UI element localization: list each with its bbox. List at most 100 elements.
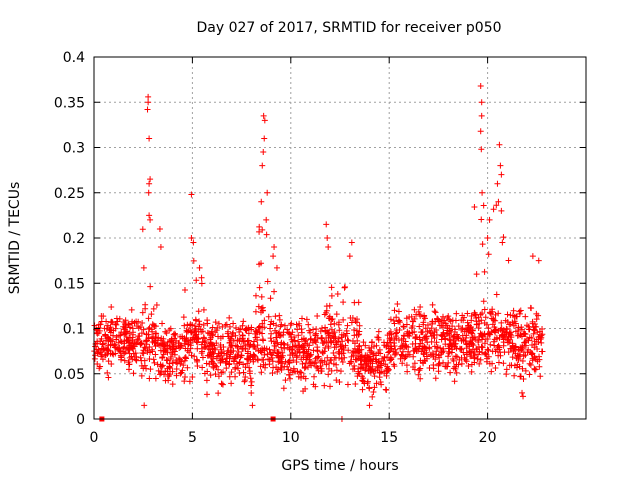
data-point [369, 393, 376, 400]
data-point [251, 338, 258, 345]
data-point [490, 317, 497, 324]
data-point [231, 355, 238, 362]
data-point [411, 306, 418, 313]
data-point [376, 369, 383, 376]
data-point [367, 369, 374, 376]
data-point [325, 244, 332, 251]
data-point [232, 324, 239, 331]
data-point [396, 317, 403, 324]
data-point [496, 141, 503, 148]
data-point [126, 361, 133, 368]
data-point [263, 216, 270, 223]
data-point [447, 340, 454, 347]
data-point [147, 216, 154, 223]
data-point [145, 189, 152, 196]
data-point [306, 342, 313, 349]
data-point [228, 369, 235, 376]
data-point [305, 321, 312, 328]
data-point [313, 359, 320, 366]
data-point [188, 352, 195, 359]
data-point [252, 292, 259, 299]
data-point [285, 371, 292, 378]
data-point [271, 347, 278, 354]
data-point [299, 360, 306, 367]
data-point [534, 345, 541, 352]
data-point [328, 356, 335, 363]
data-point [234, 345, 241, 352]
data-point [423, 333, 430, 340]
data-point [408, 313, 415, 320]
data-point [277, 332, 284, 339]
data-point [134, 339, 141, 346]
data-point [260, 361, 267, 368]
data-point [196, 321, 203, 328]
data-point [368, 344, 375, 351]
data-point [474, 355, 481, 362]
data-point [515, 324, 522, 331]
data-point [219, 323, 226, 330]
data-point [261, 135, 268, 142]
data-point [391, 351, 398, 358]
data-point [279, 352, 286, 359]
data-point [275, 350, 282, 357]
data-point [227, 344, 234, 351]
data-point [273, 264, 280, 271]
data-point [539, 326, 546, 333]
data-point [142, 338, 149, 345]
data-point [533, 316, 540, 323]
data-point [348, 353, 355, 360]
data-point [525, 346, 532, 353]
data-point [529, 355, 536, 362]
data-point [207, 339, 214, 346]
data-point [140, 264, 147, 271]
data-point [391, 363, 398, 370]
data-point [261, 345, 268, 352]
data-point [100, 313, 107, 320]
data-point [439, 313, 446, 320]
data-point [204, 317, 211, 324]
data-point [478, 99, 485, 106]
data-point [138, 330, 145, 337]
data-point [453, 369, 460, 376]
data-point [468, 368, 475, 375]
data-point [460, 336, 467, 343]
data-point [338, 334, 345, 341]
data-point [463, 340, 470, 347]
data-point [481, 268, 488, 275]
data-point [409, 323, 416, 330]
data-point [522, 367, 529, 374]
data-point [418, 329, 425, 336]
data-point [468, 312, 475, 319]
data-point [302, 360, 309, 367]
data-point [318, 334, 325, 341]
data-point [190, 257, 197, 264]
data-point [402, 354, 409, 361]
data-point [287, 352, 294, 359]
data-point [240, 345, 247, 352]
data-point [121, 338, 128, 345]
data-point [234, 337, 241, 344]
data-point [356, 342, 363, 349]
data-point [536, 333, 543, 340]
data-point [455, 323, 462, 330]
data-point [315, 353, 322, 360]
data-point [311, 336, 318, 343]
data-point [121, 357, 128, 364]
data-point [439, 349, 446, 356]
data-point [105, 335, 112, 342]
data-point [108, 327, 115, 334]
data-point [276, 312, 283, 319]
data-point [274, 366, 281, 373]
data-point [432, 356, 439, 363]
data-point [318, 365, 325, 372]
data-point [276, 316, 283, 323]
data-point [429, 318, 436, 325]
data-point [181, 340, 188, 347]
y-tick-label: 0.1 [63, 322, 85, 338]
data-point [473, 271, 480, 278]
data-point [351, 365, 358, 372]
data-point [171, 330, 178, 337]
data-point [230, 337, 237, 344]
data-point [300, 388, 307, 395]
